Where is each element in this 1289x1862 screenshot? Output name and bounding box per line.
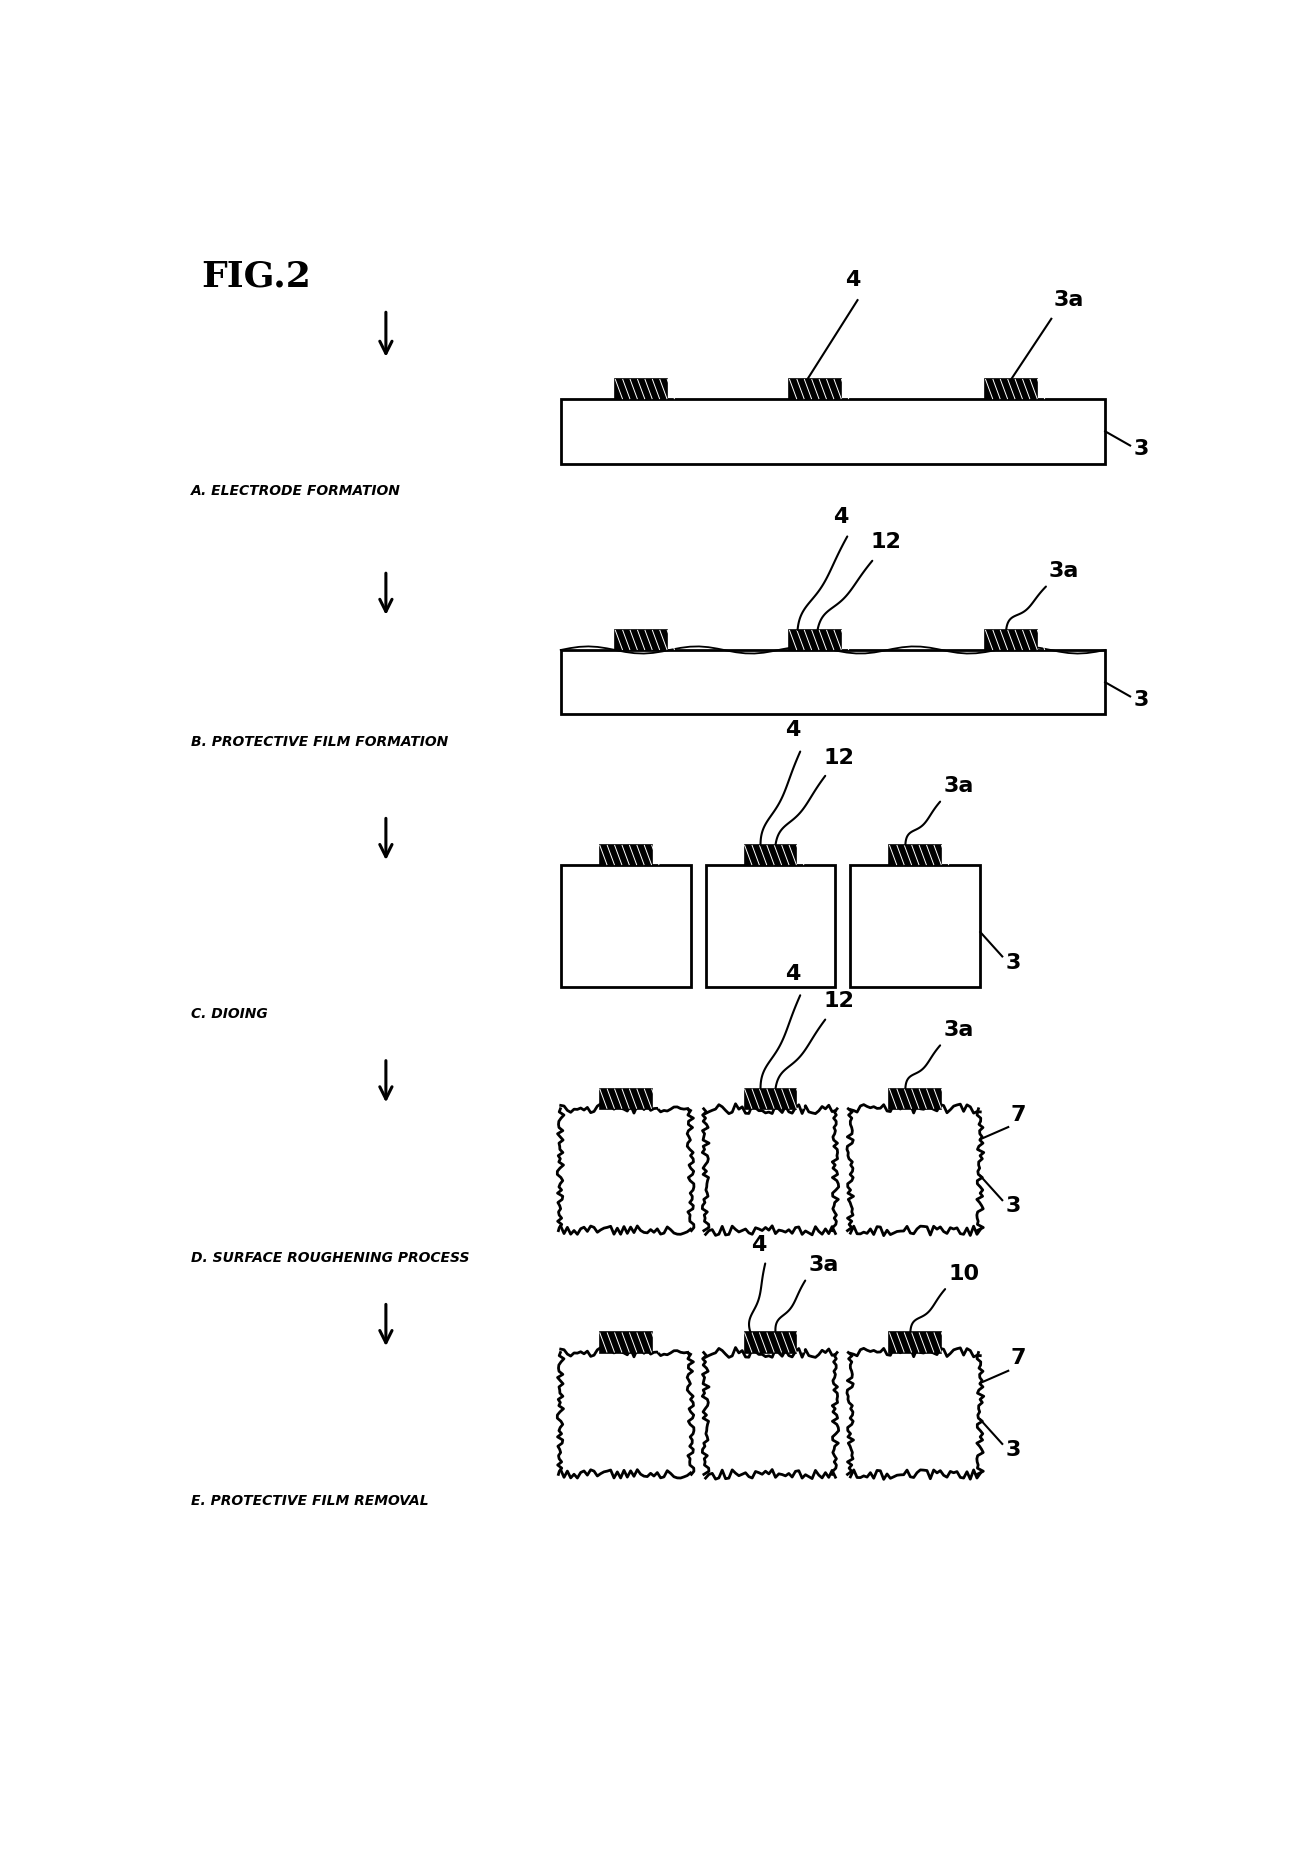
Bar <box>705 1352 835 1475</box>
Bar <box>705 866 835 987</box>
Text: D. SURFACE ROUGHENING PROCESS: D. SURFACE ROUGHENING PROCESS <box>191 1251 469 1264</box>
Text: 3a: 3a <box>808 1255 839 1275</box>
Bar <box>745 1333 797 1352</box>
Text: 12: 12 <box>870 533 901 553</box>
Bar <box>789 629 842 650</box>
Bar <box>705 1108 835 1231</box>
Bar <box>985 629 1038 650</box>
Text: A. ELECTRODE FORMATION: A. ELECTRODE FORMATION <box>191 484 401 497</box>
Bar <box>745 845 797 866</box>
Text: 4: 4 <box>750 1235 766 1255</box>
Text: 3: 3 <box>1133 691 1148 709</box>
Text: 3a: 3a <box>944 1020 973 1041</box>
Text: 7: 7 <box>1011 1348 1026 1369</box>
Bar <box>561 1108 691 1231</box>
Bar <box>599 1089 652 1108</box>
Text: 3: 3 <box>1005 1439 1021 1460</box>
Text: 3: 3 <box>1133 439 1148 460</box>
Text: 3: 3 <box>1005 1195 1021 1216</box>
Bar <box>789 380 842 398</box>
Text: 3a: 3a <box>944 776 973 797</box>
Bar <box>561 1352 691 1475</box>
Text: 12: 12 <box>824 991 855 1011</box>
Bar <box>561 866 691 987</box>
Text: 3a: 3a <box>1053 290 1084 311</box>
Bar <box>851 1108 981 1231</box>
Text: 4: 4 <box>785 965 800 983</box>
Text: 10: 10 <box>949 1264 980 1283</box>
Text: 7: 7 <box>1011 1104 1026 1125</box>
Bar <box>985 380 1038 398</box>
Text: 4: 4 <box>785 721 800 741</box>
Text: C. DIOING: C. DIOING <box>191 1007 268 1020</box>
Text: 4: 4 <box>844 270 860 290</box>
Bar <box>615 629 668 650</box>
Text: 12: 12 <box>824 747 855 767</box>
Bar <box>561 650 1105 715</box>
Bar <box>745 1089 797 1108</box>
Bar <box>851 866 981 987</box>
Text: E. PROTECTIVE FILM REMOVAL: E. PROTECTIVE FILM REMOVAL <box>191 1495 429 1508</box>
Text: B. PROTECTIVE FILM FORMATION: B. PROTECTIVE FILM FORMATION <box>191 735 449 749</box>
Bar <box>851 1352 981 1475</box>
Text: 3a: 3a <box>1048 560 1079 581</box>
Bar <box>599 845 652 866</box>
Text: 4: 4 <box>833 506 848 527</box>
Text: FIG.2: FIG.2 <box>201 259 311 294</box>
Bar <box>599 1333 652 1352</box>
Bar <box>889 1333 941 1352</box>
Bar <box>889 1089 941 1108</box>
Bar <box>561 398 1105 464</box>
Text: 3: 3 <box>1005 953 1021 972</box>
Bar <box>889 845 941 866</box>
Bar <box>615 380 668 398</box>
